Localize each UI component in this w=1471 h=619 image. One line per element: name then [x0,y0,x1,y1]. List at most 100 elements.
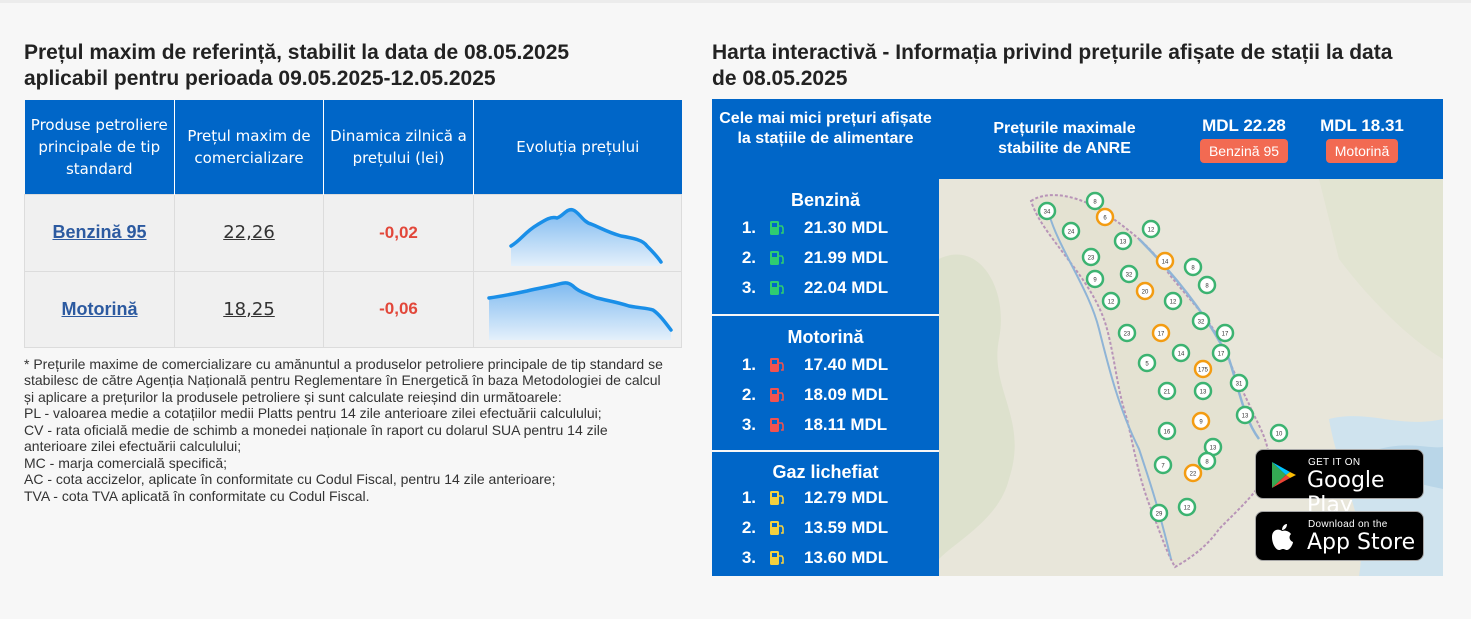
list-item: 1. 21.30 MDL [741,218,889,237]
station-marker-label: 21 [1164,390,1171,396]
list-item: 2. 18.09 MDL [741,385,889,404]
station-marker-label: 32 [1198,320,1205,326]
lowest-prices-label: Cele mai mici prețuri afișate la stațiil… [719,110,932,147]
station-marker[interactable] [1153,455,1173,475]
station-marker[interactable] [1037,201,1057,221]
daily-change-value: -0,02 [379,222,418,242]
station-marker[interactable] [1061,221,1081,241]
station-marker[interactable] [1191,311,1211,331]
station-marker[interactable] [1171,343,1191,363]
station-marker[interactable] [1135,281,1155,301]
station-marker[interactable] [1155,251,1175,271]
station-marker-label: 8 [1093,200,1097,206]
station-marker[interactable] [1191,411,1211,431]
station-marker-label: 8 [1191,266,1195,272]
station-marker[interactable] [1085,191,1105,211]
header-daily-dynamics: Dinamica zilnică a prețului (lei) [323,100,474,194]
header-price-evolution: Evoluția prețului [473,100,682,194]
max-price-value[interactable]: 18,25 [223,298,275,320]
list-item: 1. 12.79 MDL [741,488,889,507]
station-marker-label: 24 [1068,230,1075,236]
top-divider [0,0,1471,3]
station-marker-label: 17 [1222,332,1229,338]
station-marker[interactable] [1141,219,1161,239]
list-item: 3. 18.11 MDL [741,415,888,434]
interactive-map-section: Harta interactivă - Informația privind p… [712,40,1443,576]
station-marker-label: 23 [1124,332,1131,338]
fuel-pump-icon [770,418,784,432]
station-marker[interactable] [1229,373,1249,393]
station-marker-label: 6 [1103,216,1107,222]
station-marker[interactable] [1197,451,1217,471]
station-marker-label: 7 [1161,464,1165,470]
fuel-pump-icon [770,388,784,402]
station-marker-label: 9 [1199,420,1203,426]
max-price-benzina: MDL 22.28 Benzină 95 [1194,116,1294,163]
station-marker[interactable] [1197,275,1217,295]
list-item: 2. 13.59 MDL [741,518,889,537]
station-marker[interactable] [1081,247,1101,267]
table-row: Motorină 18,25 -0,06 [24,270,682,348]
station-marker[interactable] [1157,381,1177,401]
fuel-pump-icon [770,551,784,565]
price-table: Produse petroliere principale de tip sta… [24,100,682,348]
max-price-value[interactable]: 22,26 [223,222,275,243]
station-marker[interactable] [1149,503,1169,523]
station-marker-label: 16 [1164,430,1171,436]
station-marker-label: 13 [1210,446,1217,452]
panel-header: Cele mai mici prețuri afișate la stațiil… [712,99,1443,179]
station-marker[interactable] [1137,353,1157,373]
station-marker[interactable] [1157,421,1177,441]
station-marker-label: 8 [1205,284,1209,290]
station-marker-label: 12 [1170,300,1177,306]
anre-max-prices-label: Prețurile maximale stabilite de ANRE [993,120,1136,157]
station-marker-label: 22 [1190,472,1197,478]
station-marker-label: 13 [1120,240,1127,246]
fuel-pump-icon [770,251,784,265]
station-marker-label: 10 [1276,432,1283,438]
station-marker[interactable] [1151,323,1171,343]
app-store-button[interactable]: Download on the App Store [1255,511,1424,561]
station-marker[interactable] [1193,359,1213,379]
station-marker[interactable] [1101,291,1121,311]
google-play-button[interactable]: GET IT ON Google Play [1255,449,1424,518]
station-marker[interactable] [1183,257,1203,277]
price-map-panel: Cele mai mici prețuri afișate la stațiil… [712,99,1443,576]
station-marker-label: 31 [1236,382,1243,388]
station-marker[interactable] [1113,231,1133,251]
station-marker[interactable] [1117,323,1137,343]
methodology-note: * Prețurile maxime de comercializare cu … [24,355,663,504]
station-marker[interactable] [1211,343,1231,363]
station-marker-label: 14 [1162,260,1169,266]
station-marker-label: 12 [1148,228,1155,234]
fuel-pump-icon [770,221,784,235]
station-marker[interactable] [1215,323,1235,343]
station-marker-label: 13 [1200,390,1207,396]
station-marker-label: 175 [1198,368,1209,374]
station-marker[interactable] [1235,405,1255,425]
fuel-pump-icon [770,358,784,372]
station-marker[interactable] [1183,463,1203,483]
station-marker-label: 5 [1145,362,1149,368]
fuel-badge: Benzină 95 [1199,139,1289,163]
price-evolution-sparkline [486,281,673,340]
station-marker[interactable] [1085,269,1105,289]
fuel-pump-icon [770,281,784,295]
station-marker-label: 12 [1108,300,1115,306]
station-marker[interactable] [1193,381,1213,401]
station-marker[interactable] [1269,423,1289,443]
product-link-motorina[interactable]: Motorină [61,298,138,319]
section-motorina: Motorină 1. 17.40 MDL 2. 18.09 MDL 3. 18.11… [712,316,939,450]
station-marker-label: 29 [1156,512,1163,518]
lowest-prices-sidebar: Benzină 1. 21.30 MDL 2. 21.99 MDL 3. 22.04 … [712,179,939,576]
list-item: 3. 22.04 MDL [741,278,889,297]
product-link-benzina[interactable]: Benzină 95 [52,222,147,242]
station-marker[interactable] [1177,497,1197,517]
station-marker[interactable] [1163,291,1183,311]
station-marker-label: 9 [1093,278,1097,284]
station-marker[interactable] [1119,264,1139,284]
interactive-map[interactable]: 34 8 6 24 13 12 23 14 8 9 32 8 20 12 12 32 23 17 17 5 14 17 17… [939,179,1443,576]
reference-price-section: Prețul maxim de referință, stabilit la d… [24,40,682,504]
station-marker[interactable] [1095,207,1115,227]
